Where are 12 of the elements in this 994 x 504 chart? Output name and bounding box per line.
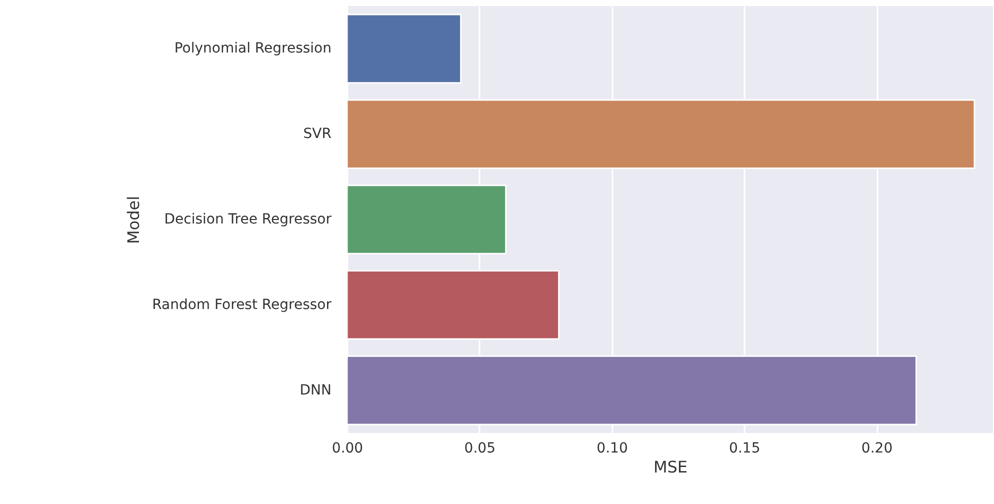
x-tick-label: 0.10 [596,440,628,456]
y-axis-title: Model [124,196,144,244]
y-tick-label: Decision Tree Regressor [164,212,332,228]
x-tick-label: 0.20 [861,440,893,456]
x-axis-title: MSE [653,458,688,476]
y-tick-label: SVR [303,126,332,142]
x-tick-label: 0.05 [464,440,496,456]
y-tick-label: Polynomial Regression [174,40,332,57]
x-tick-label: 0.00 [332,440,364,456]
y-tick-label: DNN [300,382,332,398]
y-tick-label: Random Forest Regressor [152,296,332,313]
x-tick-label: 0.15 [729,440,760,456]
